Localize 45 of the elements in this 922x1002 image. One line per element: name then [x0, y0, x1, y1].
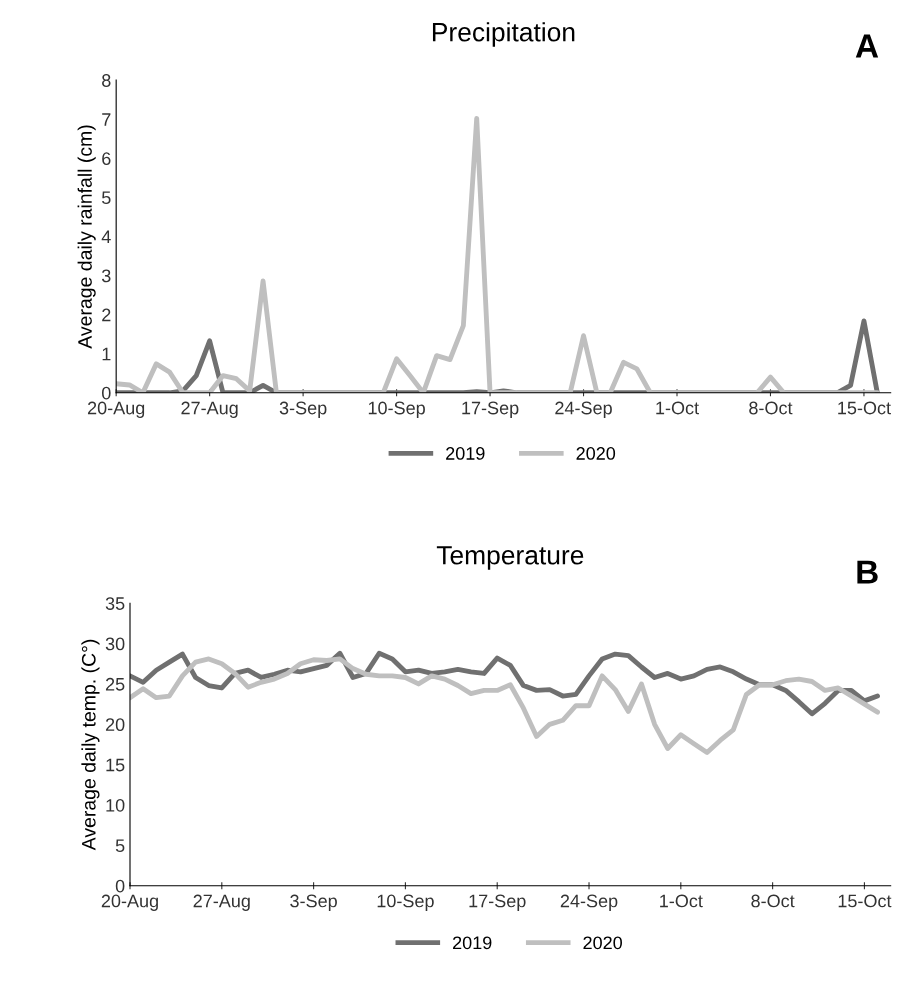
x-tick-label: 1-Oct [660, 894, 703, 908]
y-tick-label: 30 [105, 637, 125, 651]
y-tick-label: 15 [106, 758, 125, 772]
y-tick-label: 4 [101, 230, 111, 244]
x-tick-label: 8-Oct [749, 401, 793, 415]
y-tick-label: 1 [102, 347, 111, 361]
y-tick-label: 7 [102, 113, 111, 126]
y-tick-label: 20 [105, 718, 125, 732]
x-tick-label: 10-Sep [368, 401, 425, 418]
y-axis-title: Average daily rainfall (cm) [77, 125, 96, 349]
legend-label: 2019 [446, 447, 485, 460]
y-axis-title: Average daily temp. (C°) [81, 639, 100, 851]
y-tick-label: 6 [102, 152, 111, 166]
x-tick-label: 17-Sep [469, 894, 526, 911]
text: B [857, 560, 878, 584]
x-tick-label: 10-Sep [377, 894, 434, 911]
x-tick-label: 1-Oct [656, 401, 699, 415]
y-tick-label: 10 [106, 798, 125, 812]
legend-label: 2020 [583, 936, 623, 950]
y-tick-label: 5 [101, 191, 111, 205]
y-tick-label: 0 [101, 386, 111, 400]
x-tick-label: 15-Oct [838, 401, 891, 415]
x-tick-label: 20-Aug [87, 401, 145, 418]
legend-label: 2020 [576, 447, 616, 460]
chart-title: Precipitation [432, 22, 575, 47]
chart-title: Temperature [436, 546, 584, 570]
y-tick-label: 3 [101, 269, 111, 283]
text: A [855, 34, 879, 58]
x-tick-label: 24-Sep [555, 401, 612, 418]
x-tick-label: 27-Aug [181, 401, 238, 418]
x-tick-label: 3-Sep [290, 894, 337, 911]
x-tick-label: 17-Sep [462, 401, 519, 418]
x-tick-label: 8-Oct [751, 894, 795, 908]
x-tick-label: 3-Sep [279, 401, 327, 418]
legend-label: 2019 [453, 936, 492, 950]
x-tick-label: 15-Oct [838, 894, 892, 908]
x-tick-label: 27-Aug [193, 894, 250, 911]
y-tick-label: 35 [105, 597, 125, 610]
x-tick-label: 20-Aug [101, 894, 158, 911]
y-tick-label: 5 [115, 839, 125, 853]
y-tick-label: 2 [102, 308, 111, 322]
y-tick-label: 0 [115, 879, 125, 893]
y-tick-label: 25 [105, 677, 125, 691]
x-tick-label: 24-Sep [560, 894, 618, 911]
y-tick-label: 8 [102, 74, 111, 87]
